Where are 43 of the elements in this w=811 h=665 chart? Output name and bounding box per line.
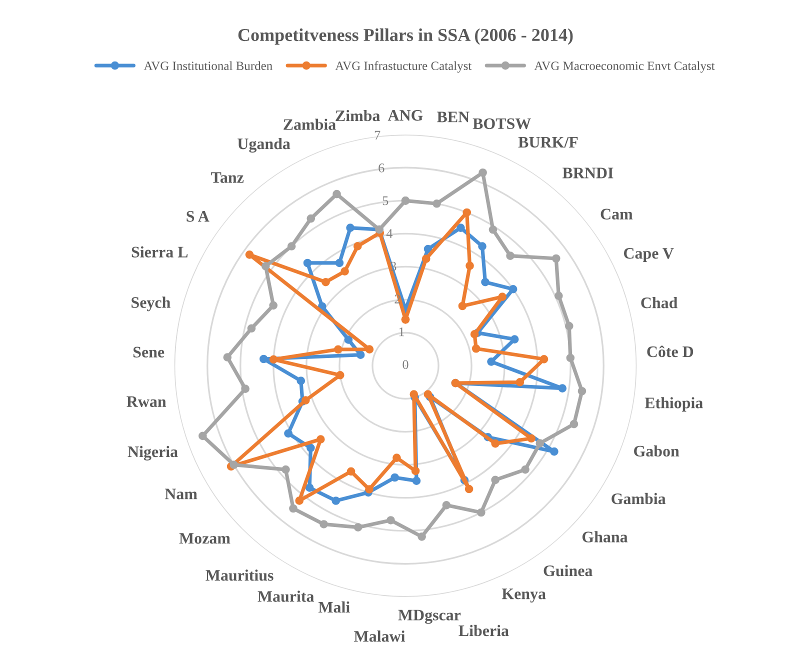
spoke-label: Nam (164, 488, 198, 500)
spoke-label: Rwan (126, 396, 166, 408)
legend-label: AVG Infrastucture Catalyst (335, 61, 472, 73)
spoke-label: Côte D (647, 346, 694, 358)
spoke-label: Chad (641, 296, 678, 308)
spoke-label: Uganda (238, 138, 290, 153)
y-tick-label: 1 (399, 327, 404, 336)
spoke-label: Ghana (582, 531, 628, 542)
y-tick-label: 0 (402, 360, 408, 370)
spoke-label: Seych (132, 296, 170, 312)
spoke-label: Kenya (502, 588, 546, 603)
spoke-label: Ethiopia (644, 397, 703, 412)
y-tick-label: 4 (386, 229, 392, 238)
spoke-label: Cam (600, 208, 633, 220)
spoke-label: BURK/F (518, 136, 578, 148)
spoke-label: Liberia (458, 624, 509, 636)
spoke-label: BRNDI (562, 168, 614, 178)
spoke-label: Cape V (624, 248, 674, 262)
spoke-label: Mauritius (206, 569, 274, 581)
spoke-label: Malawi (354, 630, 406, 642)
spoke-label: Mozam (179, 533, 230, 544)
legend-label: AVG Macroeconomic Envt Catalyst (534, 61, 715, 73)
spoke-label: ANG (388, 110, 423, 121)
spoke-label: Mali (318, 601, 350, 613)
spoke-label: BEN (437, 112, 470, 122)
spoke-label: Guinea (544, 564, 592, 576)
spoke-label: BOTSW (472, 118, 531, 130)
spoke-label: MDgscar (398, 610, 461, 624)
spoke-label: Zambia (284, 118, 336, 130)
spoke-label: Gambia (612, 492, 666, 504)
spoke-label: Gabon (634, 445, 680, 457)
spoke-label: Zimba (336, 110, 380, 122)
spoke-label: Tanz (211, 172, 244, 183)
y-tick-label: 5 (382, 196, 388, 206)
spoke-label: Maurita (258, 590, 314, 602)
spoke-label: Sene (133, 346, 164, 358)
chart-title: Competitveness Pillars in SSA (2006 - 2014) (238, 28, 573, 45)
spoke-label: S A (186, 210, 210, 222)
spoke-label: Sierra L (132, 246, 188, 258)
legend-label: AVG Institutional Burden (144, 61, 272, 70)
y-tick-label: 7 (374, 130, 380, 140)
y-tick-label: 6 (378, 164, 384, 172)
spoke-label: Nigeria (128, 446, 178, 461)
